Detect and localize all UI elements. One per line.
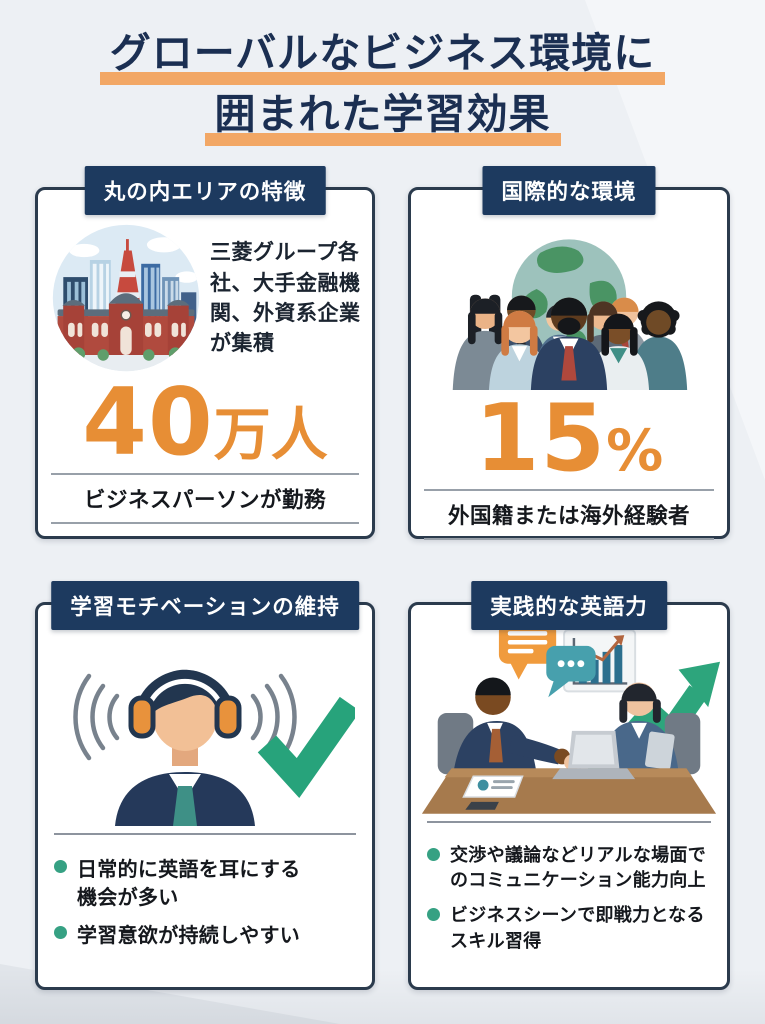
laptop-icon — [552, 730, 636, 780]
marunouchi-description: 三菱グループ各社、大手金融機関、外資系企業が集積 — [210, 240, 361, 356]
divider — [54, 833, 356, 835]
card-learning-motivation: 学習モチベーションの維持 — [35, 581, 375, 990]
page-title-line1: グローバルなビジネス環境に — [99, 24, 666, 86]
stat-caption-frame: ビジネスパーソンが勤務 — [51, 473, 359, 525]
handshake-meeting-illustration — [421, 622, 721, 814]
person-center-man — [530, 297, 608, 390]
list-item: 交渉や議論などリアルな場面でのコミュニケーション能力向上 — [427, 843, 715, 893]
bullet-text: 日常的に英語を耳にする機会が多い — [77, 857, 301, 909]
practical-bullet-list: 交渉や議論などリアルな場面でのコミュニケーション能力向上 ビジネスシーンで即戦力… — [411, 831, 727, 954]
cards-grid: 丸の内エリアの特徴 — [35, 166, 730, 990]
list-item: 学習意欲が持続しやすい — [54, 921, 360, 949]
stat-unit: 万人 — [213, 402, 328, 468]
speech-bubble-orange-icon — [498, 622, 557, 680]
bullet-dot-icon — [54, 926, 67, 939]
card-international-environment: 国際的な環境 — [408, 166, 730, 541]
bullet-text: 交渉や議論などリアルな場面でのコミュニケーション能力向上 — [450, 845, 707, 892]
list-item: 日常的に英語を耳にする機会が多い — [54, 855, 360, 911]
card-header-badge: 学習モチベーションの維持 — [51, 581, 359, 630]
speech-bubble-teal-icon — [546, 645, 596, 698]
marunouchi-content-row: 三菱グループ各社、大手金融機関、外資系企業が集積 — [38, 190, 372, 374]
stat-unit: % — [606, 418, 664, 484]
checkmark-icon — [257, 696, 355, 798]
bullet-dot-icon — [427, 908, 440, 922]
card-header-badge: 国際的な環境 — [482, 166, 656, 215]
motivation-bullet-list: 日常的に英語を耳にする機会が多い 学習意欲が持続しやすい — [38, 843, 372, 949]
card-header-badge: 実践的な英語力 — [471, 581, 667, 630]
bullet-dot-icon — [54, 860, 67, 873]
sound-waves-left — [73, 673, 120, 761]
divider — [427, 821, 711, 823]
international-stat: 15% — [411, 392, 727, 485]
headphone-band-inner — [145, 678, 225, 709]
document-with-chart — [462, 775, 524, 810]
tie — [173, 786, 197, 826]
stat-caption-frame: 外国籍または海外経験者 — [424, 489, 714, 541]
ear-cup-left — [128, 695, 156, 739]
ear-cup-right — [214, 695, 242, 739]
card-header-badge: 丸の内エリアの特徴 — [84, 166, 326, 215]
stat-caption: ビジネスパーソンが勤務 — [83, 488, 326, 514]
stat-number: 40 — [82, 368, 214, 476]
card-practical-english: 実践的な英語力 — [408, 581, 730, 990]
bullet-text: 学習意欲が持続しやすい — [77, 923, 301, 947]
bullet-text: ビジネスシーンで即戦力となるスキル習得 — [450, 905, 705, 952]
page-title: グローバルなビジネス環境に 囲まれた学習効果 — [0, 0, 765, 147]
headphone-band — [136, 670, 234, 711]
page-title-line2: 囲まれた学習効果 — [204, 85, 561, 147]
diverse-business-people-globe-illustration — [452, 239, 688, 390]
card-marunouchi-features: 丸の内エリアの特徴 — [35, 166, 375, 539]
marunouchi-stat: 40万人 — [38, 376, 372, 469]
listening-person-with-headphones-illustration — [73, 669, 355, 826]
bullet-dot-icon — [427, 848, 440, 861]
list-item: ビジネスシーンで即戦力となるスキル習得 — [427, 903, 715, 953]
stat-caption: 外国籍または海外経験者 — [447, 504, 690, 530]
stat-number: 15 — [474, 384, 607, 492]
tokyo-station-cityscape-illustration — [52, 224, 200, 372]
